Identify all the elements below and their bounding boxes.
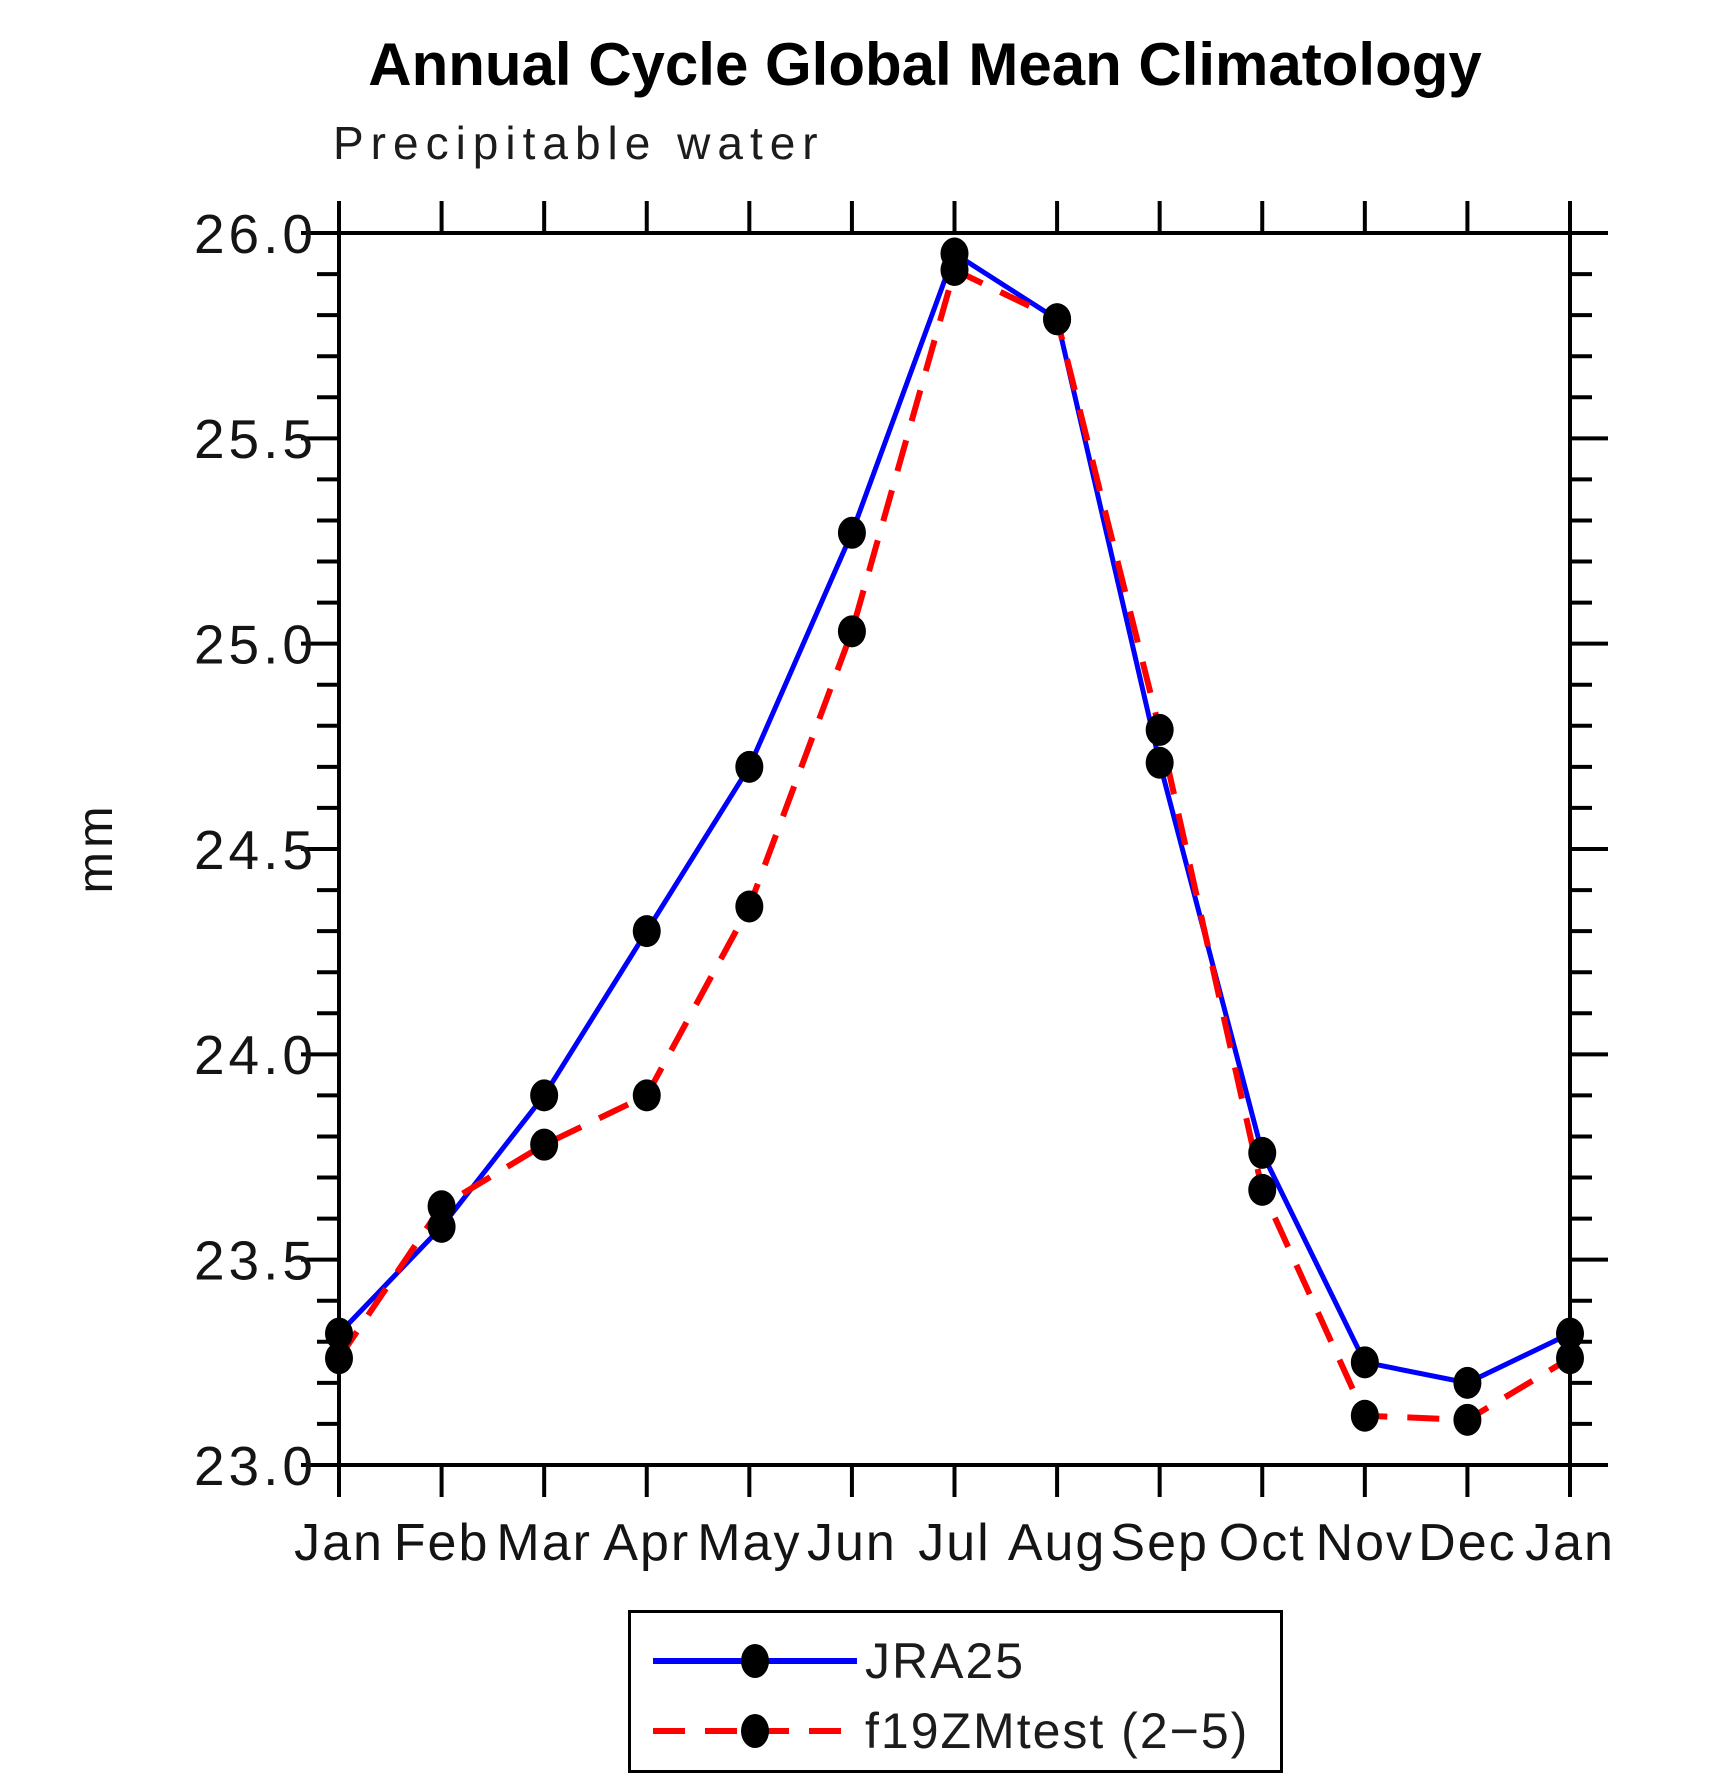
x-tick-label: Nov (1316, 1514, 1414, 1572)
data-point-marker-1 (1556, 1342, 1584, 1375)
x-tick-label: Jan (294, 1514, 384, 1572)
x-tick-label: Feb (394, 1514, 490, 1572)
data-point-marker-0 (530, 1079, 559, 1112)
legend-item-1: f19ZMtest (2−5) (649, 1703, 1249, 1759)
data-point-marker-0 (1556, 1317, 1584, 1350)
legend-label-1: f19ZMtest (2−5) (865, 1703, 1250, 1759)
y-tick-label: 25.0 (194, 613, 317, 675)
legend-solid-line-icon (653, 1644, 857, 1678)
data-point-marker-1 (1145, 713, 1174, 746)
y-tick-label: 23.5 (194, 1229, 317, 1291)
data-point-marker-1 (837, 615, 866, 648)
legend-item-0: JRA25 (649, 1633, 1025, 1689)
x-tick-label: Sep (1110, 1514, 1209, 1572)
data-point-marker-0 (837, 516, 866, 549)
data-point-marker-0 (735, 750, 764, 783)
data-point-marker-1 (1043, 303, 1072, 336)
data-point-marker-1 (325, 1342, 353, 1375)
y-tick-label: 23.0 (194, 1435, 317, 1497)
data-point-marker-0 (1453, 1366, 1482, 1399)
legend-label-0: JRA25 (865, 1633, 1026, 1689)
y-tick-label: 24.5 (194, 819, 317, 881)
series-line-0 (337, 249, 1572, 1386)
data-point-marker-1 (632, 1079, 661, 1112)
data-point-marker-1 (940, 253, 969, 286)
chart-title: Annual Cycle Global Mean Climatology (368, 31, 1482, 98)
x-tick-label: Aug (1008, 1514, 1107, 1572)
legend: JRA25 f19ZMtest (2−5) (628, 1610, 1283, 1773)
data-point-marker-1 (1453, 1403, 1482, 1436)
x-tick-label: Jul (918, 1514, 990, 1572)
data-point-marker-1 (427, 1190, 456, 1223)
x-tick-label: May (697, 1514, 801, 1572)
legend-sample-marker-1 (741, 1714, 769, 1748)
y-axis-label: mm (67, 802, 123, 893)
x-tick-label: Jun (807, 1514, 897, 1572)
series-line-1 (336, 265, 1572, 1423)
legend-sample-marker-0 (741, 1644, 769, 1678)
y-tick-label: 25.5 (194, 408, 317, 470)
data-point-marker-1 (530, 1128, 559, 1161)
legend-dashed-line-icon (653, 1714, 857, 1748)
data-point-marker-1 (1350, 1399, 1379, 1432)
chart-subtitle: Precipitable water (333, 117, 825, 169)
data-point-marker-1 (735, 890, 764, 923)
data-point-marker-0 (1248, 1136, 1277, 1169)
x-tick-label: Jan (1525, 1514, 1615, 1572)
x-tick-label: Dec (1418, 1514, 1516, 1572)
data-point-marker-0 (632, 915, 661, 948)
y-tick-label: 24.0 (194, 1024, 317, 1086)
x-tick-label: Mar (496, 1514, 592, 1572)
data-point-marker-0 (1350, 1346, 1379, 1379)
x-tick-label: Oct (1219, 1514, 1306, 1572)
data-point-marker-0 (325, 1317, 353, 1350)
data-point-marker-1 (1248, 1173, 1277, 1206)
plot-box (337, 231, 1572, 1467)
data-point-marker-0 (1145, 746, 1174, 779)
y-tick-label: 26.0 (194, 203, 317, 265)
x-tick-label: Apr (603, 1514, 690, 1572)
